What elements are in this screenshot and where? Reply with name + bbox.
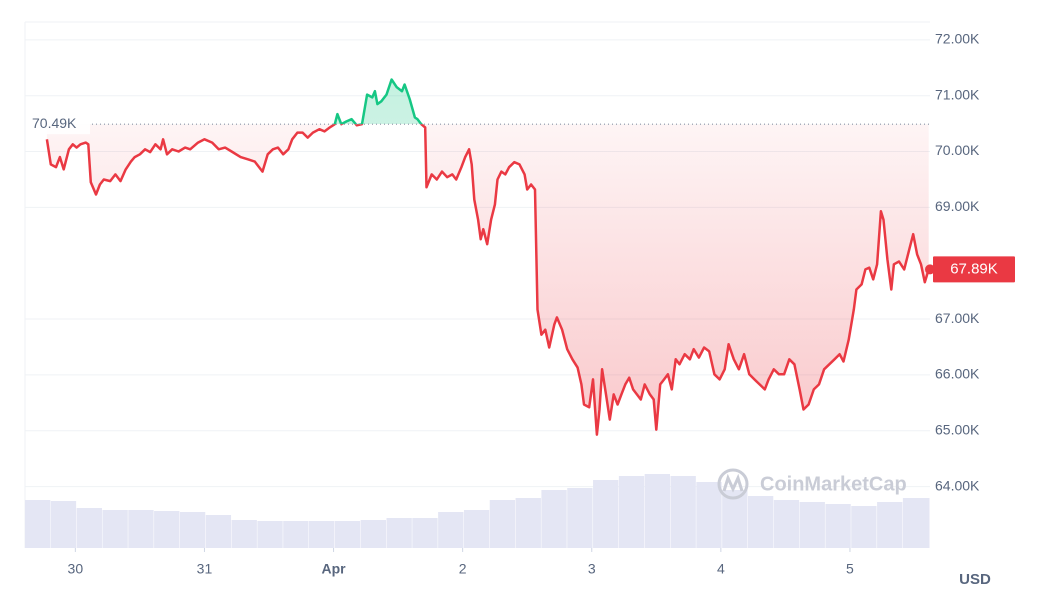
volume-bar: [593, 480, 619, 548]
y-tick-label: 71.00K: [935, 86, 980, 102]
volume-bar: [541, 490, 567, 548]
x-tick-label: Apr: [321, 561, 346, 577]
watermark: CoinMarketCap: [717, 468, 907, 500]
volume-bar: [309, 521, 335, 548]
y-tick-label: 70.00K: [935, 142, 980, 158]
volume-bar: [25, 500, 51, 548]
x-tick-label: 2: [459, 561, 467, 577]
volume-bar: [257, 521, 283, 548]
volume-bar: [360, 520, 386, 548]
volume-bar: [773, 500, 800, 548]
volume-bar: [283, 521, 309, 548]
volume-bar: [128, 510, 154, 548]
volume-bar: [463, 510, 490, 548]
current-tag: [933, 256, 1015, 283]
volume-bar: [618, 476, 645, 548]
volume-bar: [799, 502, 825, 548]
volume-bar: [154, 511, 180, 548]
y-tick-label: 69.00K: [935, 198, 980, 214]
volume-bar: [670, 476, 696, 548]
volume-bar: [334, 521, 361, 548]
price-line-down: [45, 124, 930, 436]
volume-bar: [825, 504, 851, 548]
volume-bar: [644, 474, 671, 548]
x-tick-label: 3: [588, 561, 596, 577]
volume-bar: [489, 500, 516, 548]
y-tick-label: 72.00K: [935, 31, 980, 47]
volume-bar: [851, 506, 877, 548]
watermark-logo: [722, 473, 744, 493]
volume-bar: [438, 512, 464, 548]
x-tick-label: 30: [68, 561, 84, 577]
volume-bar: [722, 490, 748, 548]
volume-bar: [50, 501, 77, 548]
volume-bar: [902, 498, 930, 548]
volume-bar: [877, 502, 903, 548]
area-down: [46, 124, 929, 435]
current-dot: [925, 264, 935, 275]
y-tick-label: 65.00K: [935, 421, 980, 437]
x-tick-label: 5: [846, 561, 854, 577]
baseline-label-bg: [28, 114, 90, 135]
volume-bar: [515, 498, 541, 548]
watermark-logo: [717, 468, 749, 500]
volume-bar: [386, 518, 412, 548]
volume-bar: [102, 510, 128, 548]
watermark-text: CoinMarketCap: [760, 473, 907, 495]
y-tick-label: 67.00K: [935, 310, 980, 326]
volume-bar: [205, 515, 232, 548]
volume-bar: [747, 496, 774, 548]
x-tick-label: 4: [717, 561, 725, 577]
baseline-label: 70.49K: [32, 115, 77, 131]
volume-bar: [76, 508, 102, 548]
current-label: 67.89K: [950, 260, 998, 277]
y-tick-label: 66.00K: [935, 366, 980, 382]
y-tick-label: 64.00K: [935, 477, 980, 493]
volume-bar: [231, 520, 257, 548]
x-tick-label: 31: [197, 561, 213, 577]
volume-bar: [696, 482, 722, 548]
volume-bar: [567, 488, 593, 548]
volume-bar: [412, 518, 438, 548]
volume-bar: [179, 512, 206, 548]
currency-label: USD: [959, 571, 991, 588]
